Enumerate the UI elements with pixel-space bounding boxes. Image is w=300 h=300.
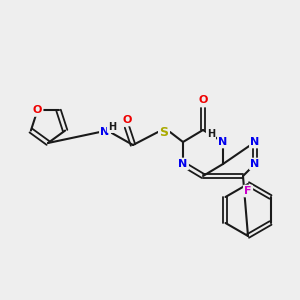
Text: N: N (100, 127, 109, 137)
Text: F: F (244, 186, 252, 196)
Text: O: O (198, 95, 208, 105)
Text: N: N (178, 159, 188, 169)
Text: H: H (108, 122, 116, 132)
Text: N: N (250, 159, 260, 169)
Text: H: H (207, 129, 215, 139)
Text: O: O (122, 115, 132, 125)
Text: N: N (218, 137, 228, 147)
Text: O: O (33, 105, 42, 116)
Text: N: N (250, 137, 260, 147)
Text: S: S (160, 125, 169, 139)
